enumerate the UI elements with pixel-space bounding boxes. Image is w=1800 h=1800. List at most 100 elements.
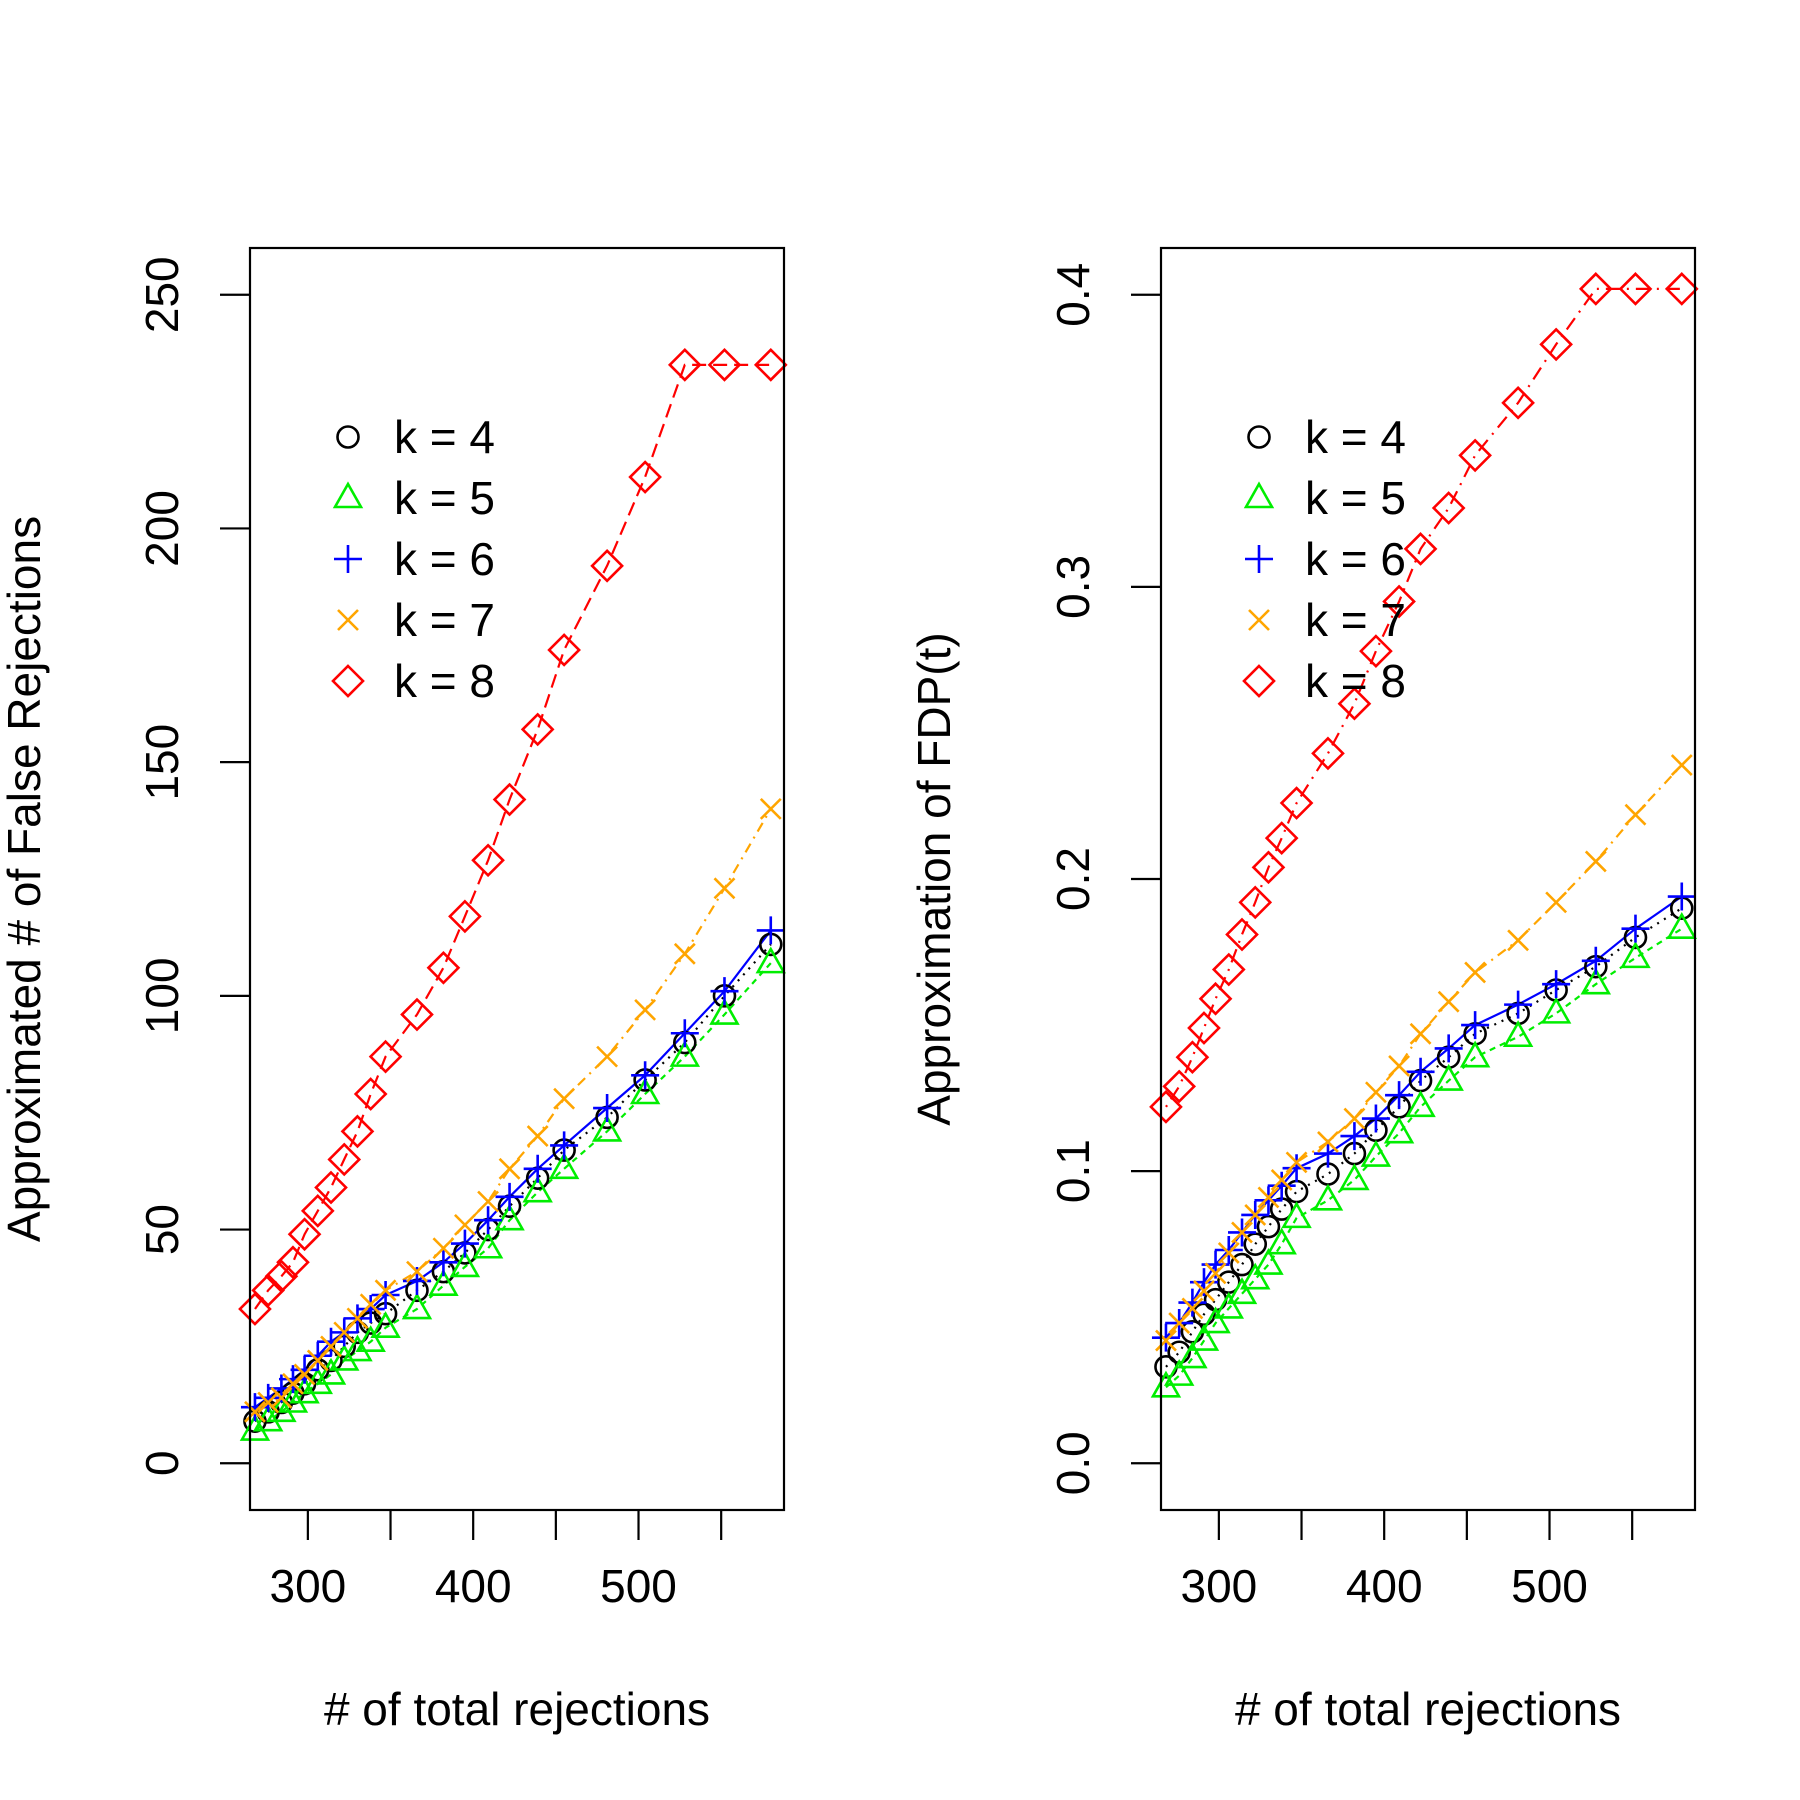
legend-entry: k = 8 [1242,655,1406,707]
data-point [498,1157,521,1180]
data-point [239,1413,271,1441]
legend-entry: k = 8 [331,655,495,707]
legend-label: k = 7 [394,594,495,646]
data-point [374,1279,397,1302]
x-tick-label: 500 [1511,1560,1588,1612]
data-point [1578,272,1613,306]
legend-marker [1242,664,1276,698]
data-point [257,1391,280,1414]
data-point [547,633,581,667]
data-point [1383,1116,1415,1144]
series-4-points [244,797,782,1423]
data-point [477,1190,499,1213]
data-point [1361,1104,1390,1133]
data-point [1285,1151,1308,1174]
data-point [371,1280,400,1309]
legend-entry: k = 6 [1245,533,1406,585]
data-point [1213,1291,1245,1319]
data-point [315,1357,347,1385]
series-line-5 [254,363,771,1310]
data-point [1385,1081,1414,1110]
y-tick-label: 0.3 [1047,555,1099,619]
data-point [1282,1154,1311,1183]
data-point [1359,634,1393,668]
data-point [759,797,782,820]
data-point [1365,1081,1387,1104]
data-point [1240,1262,1271,1290]
data-point [1281,1201,1312,1229]
data-point [1226,1277,1258,1305]
data-point [1403,532,1438,566]
data-point [1178,1288,1207,1317]
data-point [634,998,657,1021]
data-point [591,1114,623,1142]
y-tick-label: 250 [136,256,188,333]
y-axis: 0.0 0.1 0.2 0.3 0.4 [1047,263,1161,1495]
legend-label: k = 4 [1305,411,1406,463]
data-point [596,1045,619,1068]
data-point [1405,1090,1436,1118]
data-point [429,1248,458,1277]
data-point [1188,1323,1220,1351]
x-axis-label: # of total rejections [1235,1683,1621,1735]
data-point [329,1343,360,1371]
data-point [550,1131,579,1160]
data-point [1542,970,1571,999]
data-point [495,1182,524,1211]
x-axis: 300 400 500 [269,1510,723,1612]
legend-label: k = 4 [394,411,495,463]
data-point [1211,952,1246,987]
legend-label: k = 5 [394,472,495,524]
data-point [1177,1341,1208,1369]
data-point [1217,1242,1240,1264]
data-point [1238,885,1273,920]
data-point [1433,1063,1464,1091]
data-point [709,997,740,1025]
data-point [327,1142,362,1177]
series-4-points [1155,754,1693,1352]
data-point [1181,1297,1204,1320]
data-point [472,1231,504,1259]
chart-panel-2: 300 400 500 0.0 0.1 0.2 0.3 0.4 # of total rejec… [908,246,1699,1735]
data-point [707,348,742,382]
data-point [454,1213,476,1236]
legend-label: k = 8 [1305,655,1406,707]
legend-entry: k = 4 [1247,411,1406,463]
data-point [448,899,482,934]
legend-entry: k = 7 [1248,594,1406,646]
x-axis: 300 400 500 [1180,1510,1634,1612]
data-point [368,1039,403,1074]
data-point [1313,1139,1342,1168]
data-point [1151,1323,1180,1352]
data-point [1464,961,1487,984]
data-point [522,1175,553,1203]
y-tick-label: 0 [136,1450,188,1476]
y-tick-label: 0.0 [1047,1431,1099,1495]
series-line-2 [254,962,772,1432]
data-point [449,1250,481,1278]
data-point [1244,1204,1267,1226]
legend-marker [331,664,365,698]
data-point [1187,1011,1221,1045]
data-point [1621,914,1650,943]
data-point [1382,584,1416,619]
data-point [1504,990,1533,1019]
legend-marker [1243,481,1275,509]
data-point [1162,1069,1197,1104]
data-point [1664,272,1699,306]
series-5-points [1149,272,1699,1124]
data-point [1312,1183,1344,1211]
data-point [1270,1168,1293,1191]
data-point [401,1292,433,1320]
x-tick-label: 400 [435,1560,512,1612]
series-5-points [238,348,788,1326]
data-point [1502,1020,1534,1048]
data-point [713,877,736,900]
data-point [474,1206,503,1235]
data-point [710,977,739,1006]
data-point [526,1125,549,1147]
data-point [282,1372,304,1395]
x-axis-label: # of total rejections [324,1683,710,1735]
data-point [670,1019,699,1048]
data-point [1666,912,1698,939]
